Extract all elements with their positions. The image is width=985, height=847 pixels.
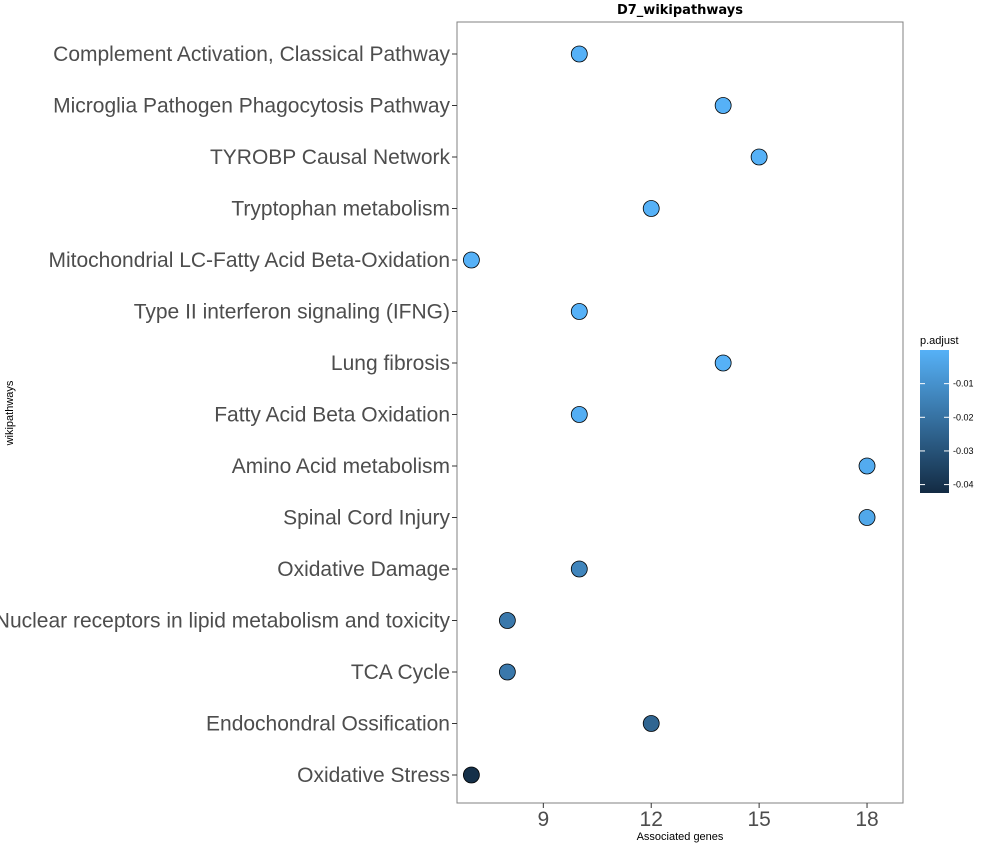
data-point bbox=[642, 200, 660, 217]
data-point bbox=[570, 406, 588, 423]
y-tick-label: Microglia Pathogen Phagocytosis Pathway bbox=[53, 95, 450, 118]
color-legend: p.adjust -0.01 -0.02 -0.03 -0.04 bbox=[920, 335, 974, 493]
data-point bbox=[570, 45, 588, 63]
data-point bbox=[858, 457, 876, 475]
y-tick-label: Type II interferon signaling (IFNG) bbox=[134, 301, 450, 324]
data-point bbox=[462, 251, 480, 269]
data-point bbox=[570, 303, 588, 320]
data-point bbox=[570, 560, 588, 578]
data-point bbox=[750, 148, 768, 166]
legend-tick-label: -0.02 bbox=[953, 412, 974, 422]
legend-ticks: -0.01 -0.02 -0.03 -0.04 bbox=[920, 379, 974, 490]
legend-tick-label: -0.03 bbox=[953, 446, 974, 456]
x-tick-label: 15 bbox=[747, 808, 770, 831]
data-point bbox=[498, 612, 516, 629]
legend-colorbar bbox=[920, 350, 949, 493]
y-tick-label: Mitochondrial LC-Fatty Acid Beta-Oxidati… bbox=[48, 249, 450, 272]
x-tick-label: 18 bbox=[855, 808, 878, 831]
y-tick-label: Endochondral Ossification bbox=[206, 713, 450, 736]
x-axis: 9 12 15 18 bbox=[537, 803, 879, 831]
legend-tick-label: -0.04 bbox=[953, 480, 974, 490]
legend-tick-label: -0.01 bbox=[953, 379, 974, 389]
x-tick-label: 9 bbox=[537, 808, 549, 831]
data-point bbox=[858, 509, 876, 526]
y-axis-title: wikipathways bbox=[4, 380, 16, 446]
y-tick-label: Complement Activation, Classical Pathway bbox=[53, 43, 450, 66]
y-tick-label: Oxidative Damage bbox=[277, 558, 450, 581]
x-tick-label: 12 bbox=[640, 808, 663, 831]
x-axis-title: Associated genes bbox=[637, 831, 724, 843]
plot-panel bbox=[456, 21, 904, 804]
y-tick-label: TYROBP Causal Network bbox=[210, 146, 451, 169]
data-point bbox=[714, 97, 732, 114]
chart-title: D7_wikipathways bbox=[617, 3, 743, 18]
data-point bbox=[642, 715, 660, 732]
y-tick-label: Lung fibrosis bbox=[331, 352, 450, 375]
y-tick-label: Tryptophan metabolism bbox=[231, 198, 450, 221]
y-tick-label: Nuclear receptors in lipid metabolism an… bbox=[0, 610, 450, 633]
y-tick-label: Amino Acid metabolism bbox=[232, 455, 450, 478]
legend-title: p.adjust bbox=[920, 335, 959, 347]
y-tick-label: Fatty Acid Beta Oxidation bbox=[214, 404, 450, 427]
y-tick-label: Spinal Cord Injury bbox=[283, 507, 450, 530]
y-axis: Complement Activation, Classical Pathway… bbox=[0, 43, 457, 787]
data-point bbox=[462, 766, 480, 784]
data-points bbox=[462, 45, 876, 784]
data-point bbox=[498, 663, 516, 681]
data-point bbox=[714, 354, 732, 372]
y-tick-label: TCA Cycle bbox=[351, 661, 450, 684]
y-tick-label: Oxidative Stress bbox=[297, 764, 450, 787]
